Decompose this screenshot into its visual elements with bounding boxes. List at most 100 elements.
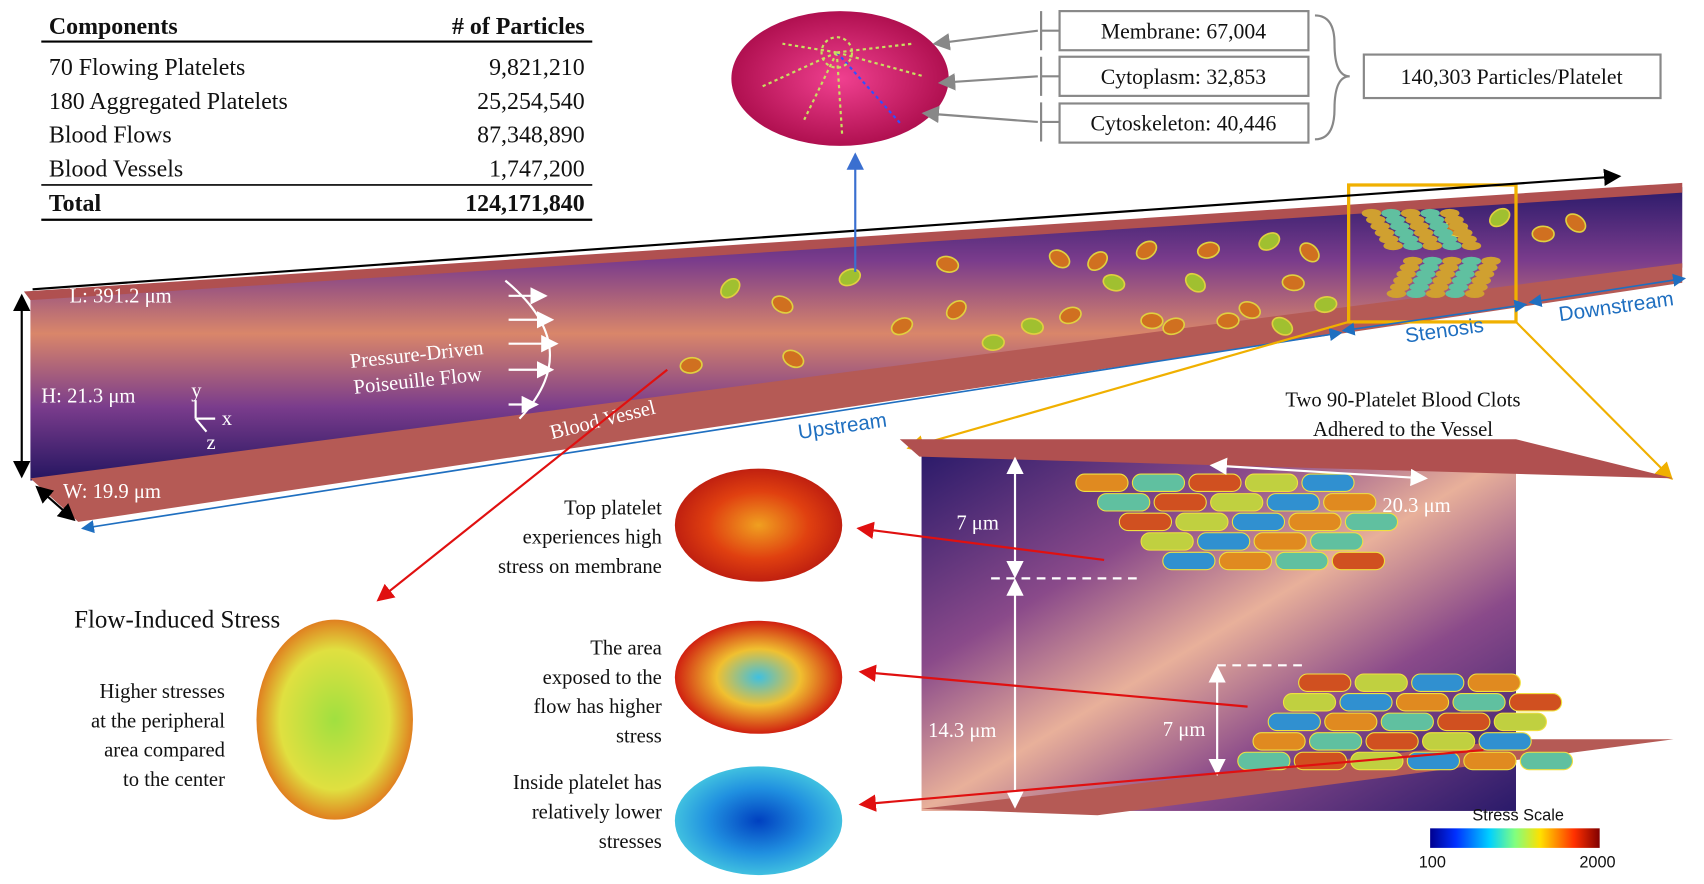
clot-platelet bbox=[1477, 263, 1498, 272]
clot-platelet bbox=[1331, 551, 1386, 571]
zoom-line bbox=[1515, 321, 1673, 480]
stress-note: area compared bbox=[104, 740, 225, 762]
clot-platelet bbox=[1379, 234, 1399, 244]
table-cell: 87,348,890 bbox=[477, 123, 585, 149]
clot-platelet bbox=[1468, 282, 1488, 292]
stress-note: at the peripheral bbox=[91, 710, 225, 732]
clot-platelet bbox=[1293, 751, 1348, 771]
clot-platelet bbox=[1400, 208, 1421, 218]
clot-platelet bbox=[1448, 282, 1469, 292]
clot-platelet bbox=[1380, 712, 1434, 732]
zoom-line bbox=[906, 320, 1349, 453]
clot-platelet bbox=[1439, 208, 1460, 218]
clot-platelet bbox=[1399, 263, 1420, 272]
clot-platelet bbox=[1442, 256, 1462, 266]
clot-platelet bbox=[1385, 215, 1406, 225]
dimension-arrows bbox=[991, 456, 1428, 809]
region-label: Upstream bbox=[797, 409, 889, 444]
table-cell: Blood Flows bbox=[49, 123, 172, 149]
clot-platelet bbox=[1267, 712, 1321, 732]
clot-platelet bbox=[1519, 751, 1574, 771]
platelet-render bbox=[674, 620, 843, 734]
platelet bbox=[1258, 232, 1281, 251]
clot-platelet bbox=[1308, 732, 1363, 751]
platelet-note: relatively lower bbox=[532, 802, 662, 824]
platelet-render bbox=[674, 468, 843, 582]
table-total-label: Total bbox=[49, 191, 102, 217]
clot-platelet bbox=[1425, 289, 1446, 299]
clot-platelet bbox=[1218, 551, 1273, 571]
platelet-note: stresses bbox=[599, 831, 662, 853]
platelet bbox=[1059, 306, 1082, 325]
platelet-note: stress on membrane bbox=[498, 556, 662, 578]
clot-platelet bbox=[1298, 673, 1352, 692]
clot-platelet bbox=[1478, 732, 1532, 751]
platelet bbox=[1196, 241, 1220, 259]
clot-platelet bbox=[1393, 276, 1413, 285]
platelet-note: The area bbox=[590, 637, 662, 659]
clot-platelet bbox=[1339, 693, 1393, 712]
platelet-render bbox=[674, 766, 843, 876]
table-cell: 1,747,200 bbox=[489, 156, 585, 182]
clot-platelet bbox=[1383, 241, 1403, 251]
clot-platelet bbox=[1458, 263, 1478, 272]
platelet-note: Top platelet bbox=[564, 497, 662, 519]
clot-platelet bbox=[1361, 208, 1382, 218]
clot-platelet bbox=[1324, 712, 1378, 732]
clot-platelet bbox=[1097, 493, 1151, 512]
clot-platelet bbox=[1381, 208, 1401, 218]
clot-platelet bbox=[1438, 263, 1459, 272]
clot-platelet bbox=[1386, 289, 1407, 299]
component-label: Cytoskeleton: 40,446 bbox=[1091, 112, 1277, 136]
table-cell: 70 Flowing Platelets bbox=[49, 55, 245, 81]
clot-platelet bbox=[1405, 215, 1425, 225]
platelet bbox=[1135, 240, 1158, 260]
platelet-render bbox=[256, 619, 413, 820]
clot-platelet bbox=[1429, 221, 1449, 231]
clot-platelet bbox=[1442, 241, 1462, 251]
vessel-wall-top bbox=[23, 182, 1683, 301]
component-label: Membrane: 67,004 bbox=[1101, 19, 1266, 43]
axis-label: y bbox=[191, 380, 202, 402]
clot-platelet bbox=[1370, 221, 1390, 231]
scale-max: 2000 bbox=[1579, 853, 1615, 871]
clot-platelet bbox=[1464, 289, 1485, 299]
platelet-membrane bbox=[731, 11, 949, 146]
platelet-model bbox=[731, 11, 949, 146]
table-cell: 25,254,540 bbox=[477, 89, 585, 115]
clot-platelet bbox=[1288, 512, 1342, 532]
platelet bbox=[1238, 300, 1261, 319]
clot-platelet bbox=[1437, 234, 1458, 244]
clot-platelet bbox=[1366, 215, 1386, 225]
dimension-label: 20.3 μm bbox=[1382, 495, 1450, 517]
clot-platelet bbox=[1421, 732, 1476, 751]
platelet bbox=[1184, 272, 1206, 293]
clot-platelet bbox=[1282, 693, 1337, 712]
clot-platelet bbox=[1252, 732, 1306, 751]
platelet bbox=[1489, 207, 1511, 228]
platelet-note: flow has higher bbox=[534, 696, 662, 718]
stress-title: Flow-Induced Stress bbox=[74, 606, 280, 633]
clot-title: Adhered to the Vessel bbox=[1313, 419, 1493, 441]
platelet bbox=[838, 268, 862, 287]
clot-platelet bbox=[1448, 221, 1469, 231]
clot-platelet bbox=[1419, 263, 1439, 272]
clot-platelet bbox=[1445, 289, 1465, 299]
clot-platelet bbox=[1354, 673, 1408, 692]
clot-platelet bbox=[1389, 282, 1410, 292]
clot-platelet bbox=[1266, 493, 1320, 512]
component-label: Cytoplasm: 32,853 bbox=[1101, 65, 1266, 89]
clot-platelet bbox=[1153, 493, 1207, 512]
clot-platelet bbox=[1310, 532, 1364, 551]
clot-platelet bbox=[1481, 256, 1501, 266]
platelet bbox=[981, 334, 1005, 351]
scale-title: Stress Scale bbox=[1472, 807, 1563, 825]
clot-platelet bbox=[1432, 276, 1452, 285]
clot-platelet bbox=[1409, 282, 1430, 292]
clot-platelet bbox=[1424, 215, 1445, 225]
region-arrows bbox=[80, 273, 1687, 534]
clot-platelet bbox=[1323, 493, 1377, 512]
scale-min: 100 bbox=[1419, 853, 1446, 871]
platelet-note: Inside platelet has bbox=[513, 772, 662, 794]
